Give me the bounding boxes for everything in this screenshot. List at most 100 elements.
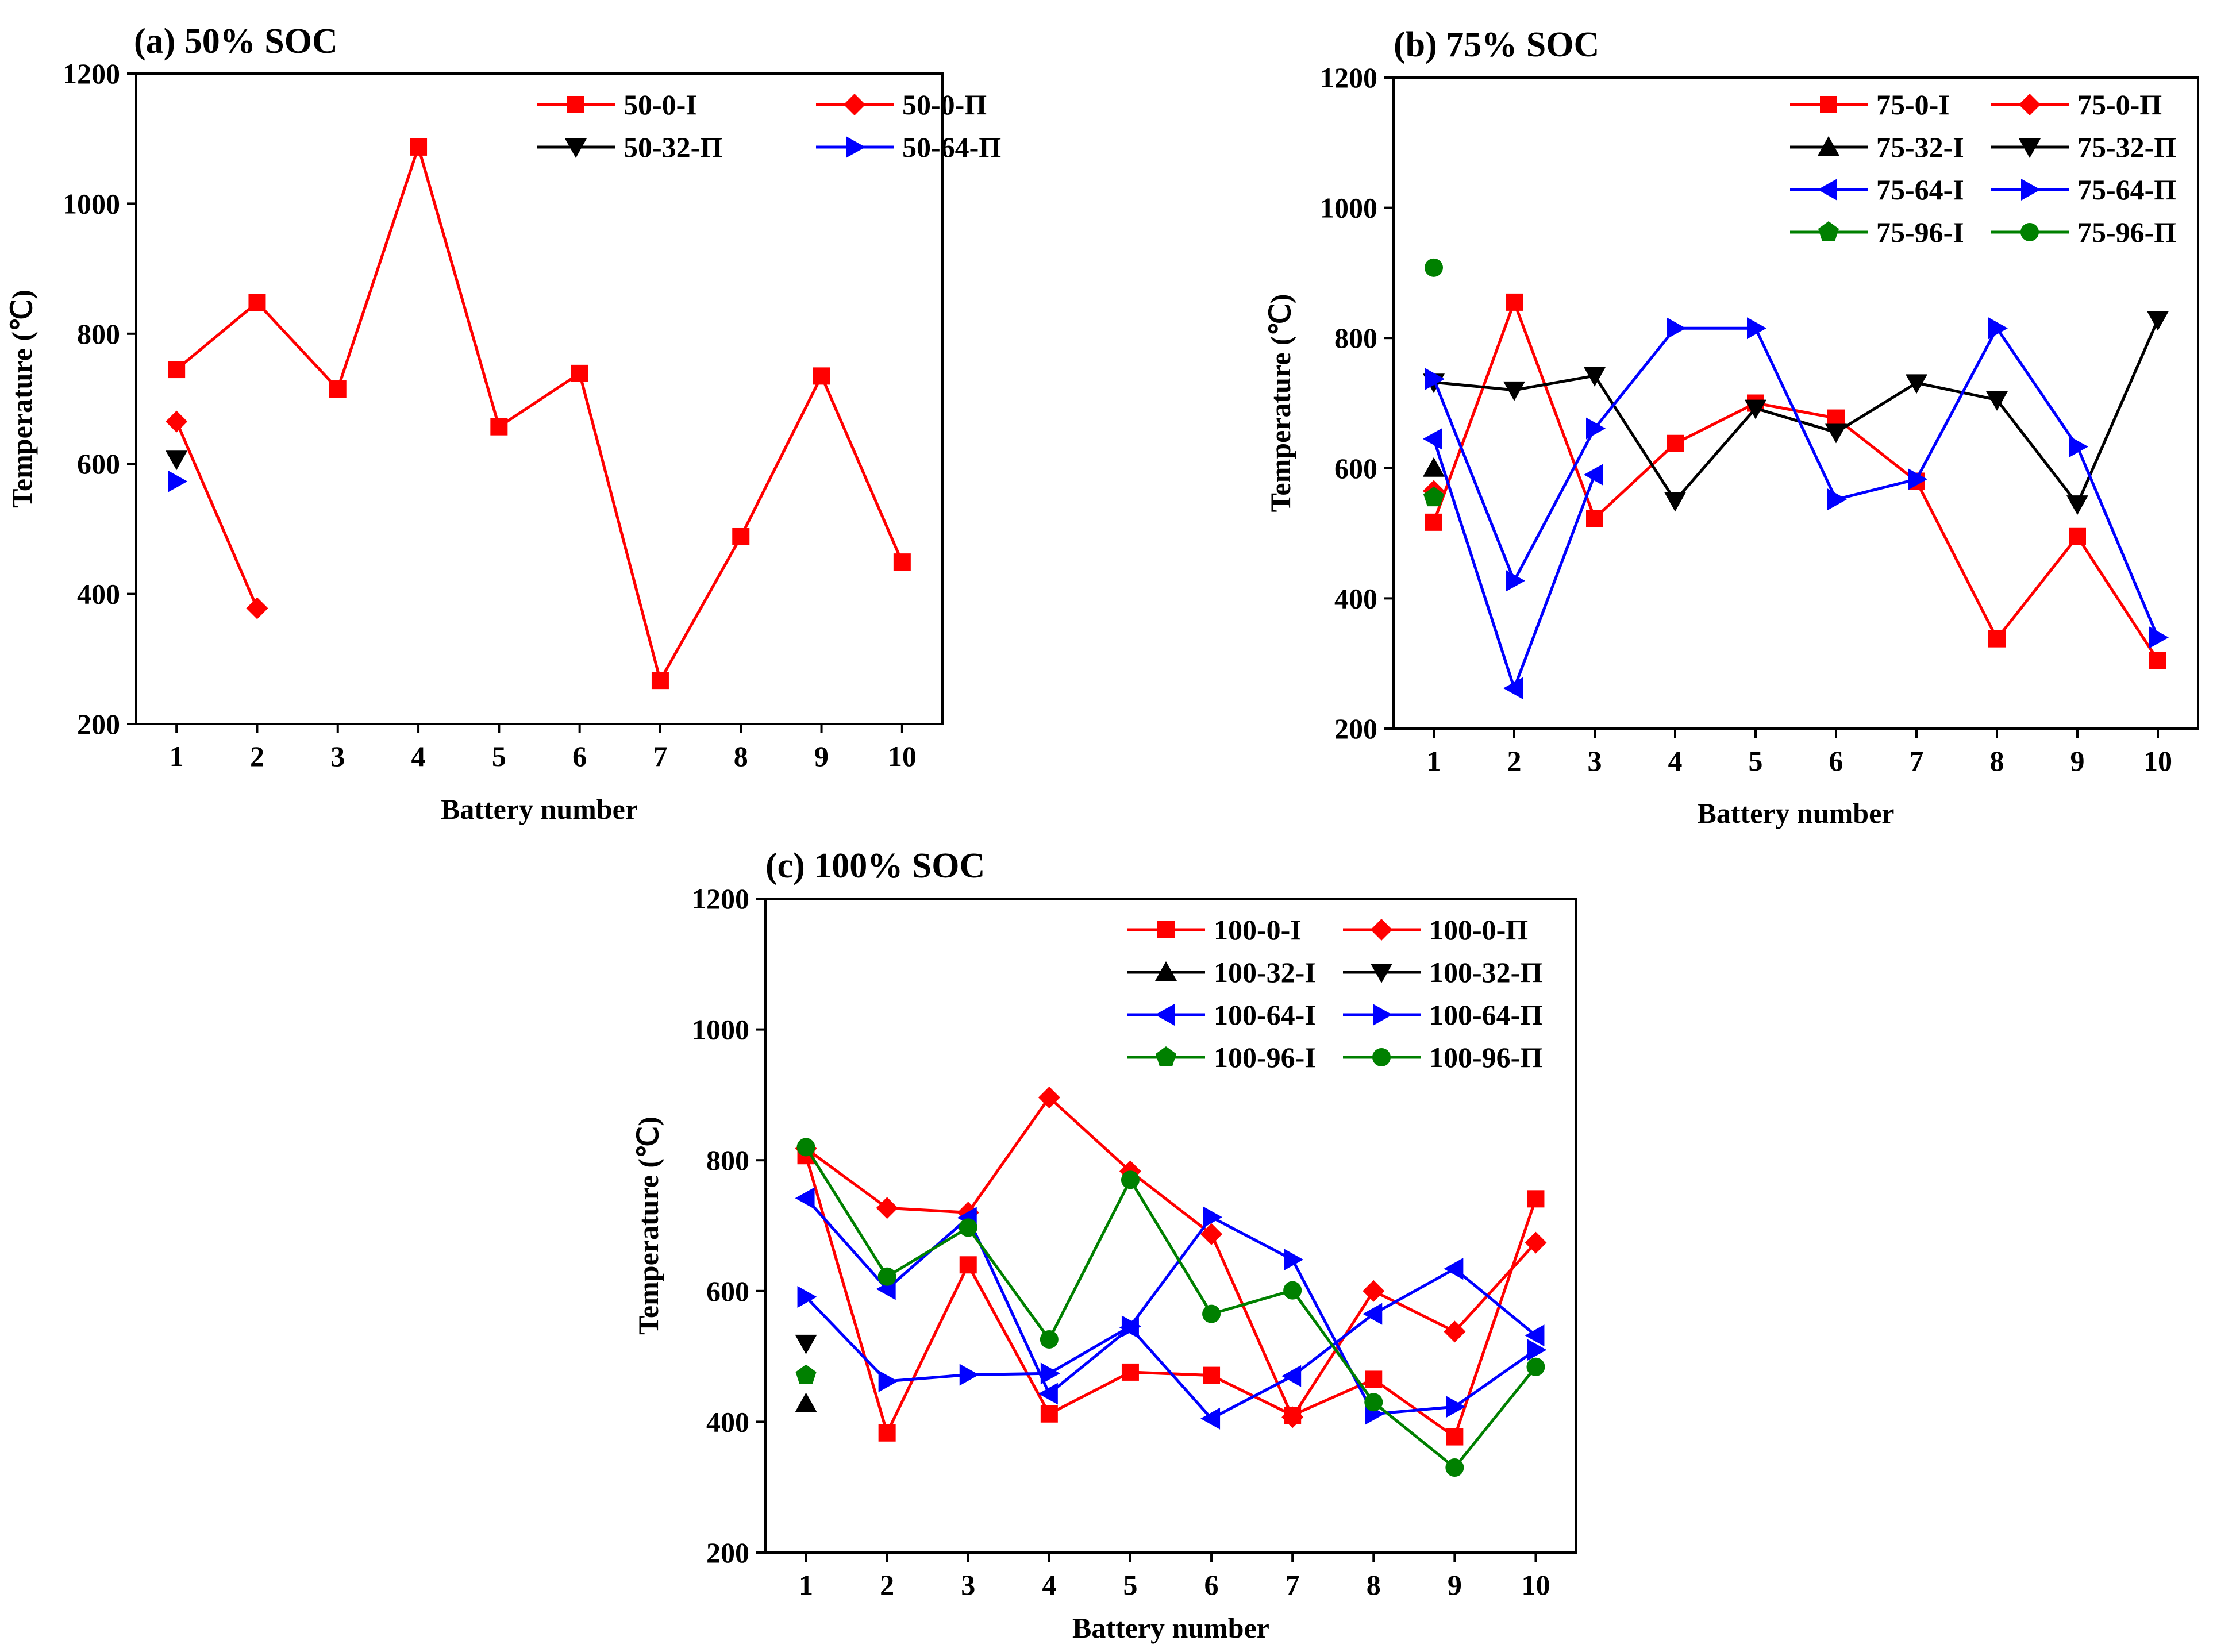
data-point (2149, 652, 2166, 669)
data-point (1525, 1324, 1545, 1347)
data-point (1200, 1407, 1221, 1430)
legend-marker (1373, 1004, 1392, 1026)
legend-item: 75-64-I (1790, 174, 1964, 206)
legend-marker (844, 94, 865, 115)
data-point (876, 1197, 898, 1219)
series-100-0-I (797, 1147, 1545, 1446)
data-point (1446, 1396, 1466, 1418)
data-point (795, 1392, 817, 1412)
data-point (797, 1286, 817, 1308)
data-point (1908, 468, 1927, 491)
data-point (1667, 434, 1684, 452)
legend-item: 75-96-Π (1991, 216, 2176, 248)
data-point (1827, 488, 1847, 511)
legend-item: 50-64-Π (816, 131, 1001, 163)
data-point (1988, 317, 2008, 340)
data-point (1425, 258, 1443, 277)
x-tick-label: 3 (330, 740, 345, 772)
legend-label: 100-96-Π (1429, 1041, 1542, 1073)
legend-marker (1371, 919, 1392, 941)
x-axis-label: Battery number (1072, 1612, 1269, 1644)
x-tick-label: 9 (814, 740, 829, 772)
legend-item: 100-96-I (1127, 1041, 1316, 1073)
legend-marker (1372, 1048, 1391, 1066)
x-tick-label: 7 (1910, 745, 1924, 777)
x-axis-label: Battery number (1698, 797, 1895, 829)
x-tick-label: 6 (1829, 745, 1843, 777)
x-tick-label: 7 (1286, 1569, 1300, 1601)
data-point (1446, 1428, 1464, 1446)
legend-marker (1818, 179, 1837, 201)
x-tick-label: 5 (1749, 745, 1763, 777)
data-point (248, 294, 266, 311)
legend-marker (1155, 1046, 1177, 1066)
data-point (1445, 1458, 1464, 1477)
data-point (795, 1364, 817, 1384)
x-tick-label: 3 (961, 1569, 975, 1601)
data-point (1586, 417, 1606, 440)
legend-item: 75-32-Π (1991, 131, 2176, 163)
legend-marker (565, 138, 587, 158)
data-point (1364, 1393, 1383, 1412)
chart-title: (a) 50% SOC (134, 22, 338, 61)
legend-item: 50-0-Π (816, 88, 987, 121)
data-point (1584, 464, 1603, 486)
data-point (1506, 293, 1523, 311)
series-50-32-Π (166, 450, 188, 471)
series-line (805, 1197, 1537, 1420)
data-point (2066, 495, 2088, 515)
legend-item: 100-0-Π (1343, 914, 1528, 946)
y-tick-label: 600 (1334, 452, 1377, 484)
x-tick-label: 8 (734, 740, 748, 772)
legend-item: 50-32-Π (537, 131, 722, 163)
data-point (2149, 626, 2169, 649)
data-point (1121, 1363, 1139, 1381)
data-point (1203, 1366, 1221, 1384)
x-tick-label: 4 (411, 740, 426, 772)
legend-marker (1818, 136, 1839, 156)
data-point (1203, 1206, 1223, 1229)
legend-marker (1155, 961, 1177, 981)
y-tick-label: 1000 (692, 1014, 749, 1046)
data-point (1200, 1223, 1223, 1245)
data-point (410, 138, 428, 156)
y-tick-label: 1200 (63, 57, 120, 90)
legend-label: 75-0-I (1876, 88, 1950, 121)
legend-label: 75-96-I (1876, 216, 1964, 248)
data-point (168, 470, 188, 492)
chart-title: (c) 100% SOC (765, 846, 985, 885)
data-point (1527, 1190, 1545, 1208)
data-point (1506, 569, 1525, 592)
legend-label: 100-96-I (1214, 1041, 1316, 1073)
y-tick-label: 200 (1334, 713, 1377, 745)
legend-label: 100-32-I (1214, 956, 1316, 988)
data-point (1423, 457, 1445, 477)
data-point (166, 450, 188, 471)
x-axis-label: Battery number (441, 793, 638, 825)
data-point (1425, 513, 1442, 531)
x-tick-label: 9 (1448, 1569, 1462, 1601)
x-tick-label: 10 (1521, 1569, 1550, 1601)
data-point (2069, 436, 2088, 458)
legend: 100-0-I 100-0-Π 100-32-I 100-32-Π 100-64-I 10… (1127, 914, 1542, 1073)
series-line (1432, 325, 2160, 638)
y-tick-label: 600 (706, 1275, 749, 1307)
y-tick-label: 600 (77, 448, 120, 480)
legend: 50-0-I 50-0-Π 50-32-Π 50-64-Π (537, 88, 1001, 163)
series-line (1432, 298, 2160, 661)
data-point (878, 1424, 896, 1442)
x-tick-label: 6 (572, 740, 587, 772)
data-point (2147, 311, 2169, 331)
data-point (1423, 486, 1445, 507)
y-tick-label: 800 (77, 318, 120, 350)
y-tick-label: 1000 (63, 187, 120, 220)
legend-item: 75-0-Π (1991, 88, 2162, 121)
legend-label: 50-0-I (624, 88, 697, 121)
legend-item: 100-64-I (1127, 999, 1316, 1031)
data-point (651, 672, 669, 690)
x-tick-label: 1 (170, 740, 184, 772)
data-point (893, 553, 911, 571)
data-point (1986, 391, 2008, 411)
legend-label: 50-32-Π (624, 131, 722, 163)
x-tick-label: 8 (1990, 745, 2004, 777)
